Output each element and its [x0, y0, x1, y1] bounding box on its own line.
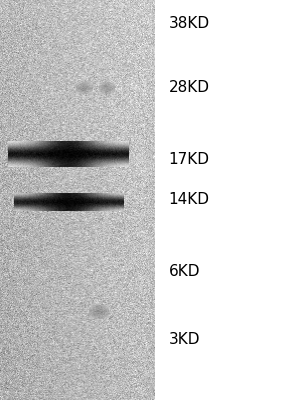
Text: 28KD: 28KD — [169, 80, 210, 96]
Text: 6KD: 6KD — [169, 264, 200, 280]
Bar — [155, 0, 281, 400]
Bar — [155, 0, 157, 400]
Bar — [149, 0, 151, 400]
Bar — [146, 0, 148, 400]
Text: 3KD: 3KD — [169, 332, 200, 348]
Text: 14KD: 14KD — [169, 192, 210, 208]
Bar — [152, 0, 154, 400]
Text: 17KD: 17KD — [169, 152, 210, 168]
Bar — [143, 0, 146, 400]
Text: 38KD: 38KD — [169, 16, 210, 32]
